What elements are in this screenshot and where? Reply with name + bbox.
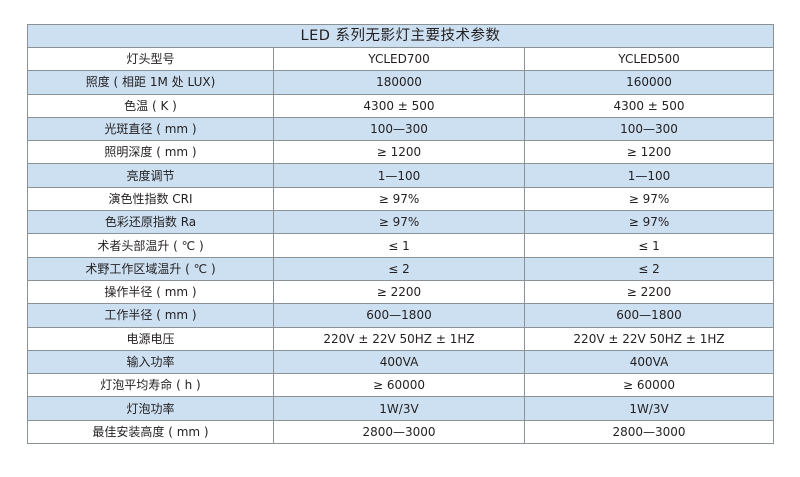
row-label: 电源电压: [27, 326, 274, 351]
row-value-model-1: 2800—3000: [273, 419, 525, 445]
row-value-model-1: 4300 ± 500: [273, 93, 525, 118]
row-value-model-2: 1W/3V: [523, 396, 775, 421]
table-row: 亮度调节 1—100 1—100: [27, 163, 775, 188]
row-value-model-2: 160000: [523, 70, 775, 95]
table-row: 演色性指数 CRI ≥ 97% ≥ 97%: [27, 186, 775, 212]
table-row: 照明深度 ( mm ) ≥ 1200 ≥ 1200: [27, 140, 775, 165]
row-value-model-1: ≥ 1200: [273, 140, 525, 165]
row-label: 色温 ( K ): [27, 93, 274, 118]
row-value-model-1: 180000: [273, 70, 525, 95]
row-value-model-2: 600—1800: [523, 303, 775, 328]
table-row: 照度 ( 相距 1M 处 LUX) 180000 160000: [27, 70, 775, 95]
row-label: 最佳安装高度 ( mm ): [27, 419, 274, 445]
table-row: 操作半径 ( mm ) ≥ 2200 ≥ 2200: [27, 279, 775, 305]
row-value-model-1: 600—1800: [273, 303, 525, 328]
table-row: 灯泡功率 1W/3V 1W/3V: [27, 396, 775, 421]
row-value-model-2: ≥ 60000: [523, 373, 775, 398]
row-label: 工作半径 ( mm ): [27, 303, 274, 328]
table-row: 最佳安装高度 ( mm ) 2800—3000 2800—3000: [27, 419, 775, 445]
header-row: 灯头型号 YCLED700 YCLED500: [27, 46, 775, 72]
header-label: 灯头型号: [27, 46, 274, 72]
row-label: 演色性指数 CRI: [27, 186, 274, 212]
row-value-model-1: ≥ 2200: [273, 279, 525, 305]
row-label: 术野工作区域温升 ( ℃ ): [27, 256, 274, 281]
table-row: 光斑直径 ( mm ) 100—300 100—300: [27, 116, 775, 142]
row-label: 照度 ( 相距 1M 处 LUX): [27, 70, 274, 95]
row-value-model-1: ≤ 1: [273, 233, 525, 258]
row-label: 灯泡功率: [27, 396, 274, 421]
row-label: 照明深度 ( mm ): [27, 140, 274, 165]
row-value-model-1: 1—100: [273, 163, 525, 188]
table-row: 电源电压 220V ± 22V 50HZ ± 1HZ 220V ± 22V 50HZ…: [27, 326, 775, 351]
spec-table: LED 系列无影灯主要技术参数 灯头型号 YCLED700 YCLED500 照…: [26, 24, 775, 445]
title-row: LED 系列无影灯主要技术参数: [26, 24, 775, 48]
row-label: 色彩还原指数 Ra: [27, 210, 274, 235]
row-label: 灯泡平均寿命 ( h ): [27, 373, 274, 398]
row-label: 输入功率: [27, 349, 274, 375]
row-label: 亮度调节: [27, 163, 274, 188]
table-row: 术者头部温升 ( ℃ ) ≤ 1 ≤ 1: [27, 233, 775, 258]
row-value-model-2: 1—100: [523, 163, 775, 188]
row-value-model-1: 100—300: [273, 116, 525, 142]
row-value-model-2: ≥ 97%: [523, 210, 775, 235]
row-value-model-2: 2800—3000: [523, 419, 775, 445]
header-model-2: YCLED500: [523, 46, 775, 72]
row-value-model-1: ≥ 60000: [273, 373, 525, 398]
table-row: 术野工作区域温升 ( ℃ ) ≤ 2 ≤ 2: [27, 256, 775, 281]
row-value-model-2: 4300 ± 500: [523, 93, 775, 118]
row-value-model-1: 220V ± 22V 50HZ ± 1HZ: [273, 326, 525, 351]
row-value-model-2: ≥ 2200: [523, 279, 775, 305]
table-row: 灯泡平均寿命 ( h ) ≥ 60000 ≥ 60000: [27, 373, 775, 398]
row-label: 光斑直径 ( mm ): [27, 116, 274, 142]
row-value-model-2: ≤ 2: [523, 256, 775, 281]
table-title: LED 系列无影灯主要技术参数: [26, 24, 775, 48]
table-row: 输入功率 400VA 400VA: [27, 349, 775, 375]
row-label: 操作半径 ( mm ): [27, 279, 274, 305]
row-label: 术者头部温升 ( ℃ ): [27, 233, 274, 258]
table-row: 色彩还原指数 Ra ≥ 97% ≥ 97%: [27, 210, 775, 235]
row-value-model-1: ≥ 97%: [273, 186, 525, 212]
row-value-model-2: ≥ 1200: [523, 140, 775, 165]
row-value-model-1: ≥ 97%: [273, 210, 525, 235]
row-value-model-2: ≤ 1: [523, 233, 775, 258]
row-value-model-1: 1W/3V: [273, 396, 525, 421]
header-model-1: YCLED700: [273, 46, 525, 72]
row-value-model-2: 100—300: [523, 116, 775, 142]
row-value-model-1: ≤ 2: [273, 256, 525, 281]
row-value-model-2: 220V ± 22V 50HZ ± 1HZ: [523, 326, 775, 351]
row-value-model-1: 400VA: [273, 349, 525, 375]
table-row: 工作半径 ( mm ) 600—1800 600—1800: [27, 303, 775, 328]
table-row: 色温 ( K ) 4300 ± 500 4300 ± 500: [27, 93, 775, 118]
row-value-model-2: ≥ 97%: [523, 186, 775, 212]
row-value-model-2: 400VA: [523, 349, 775, 375]
